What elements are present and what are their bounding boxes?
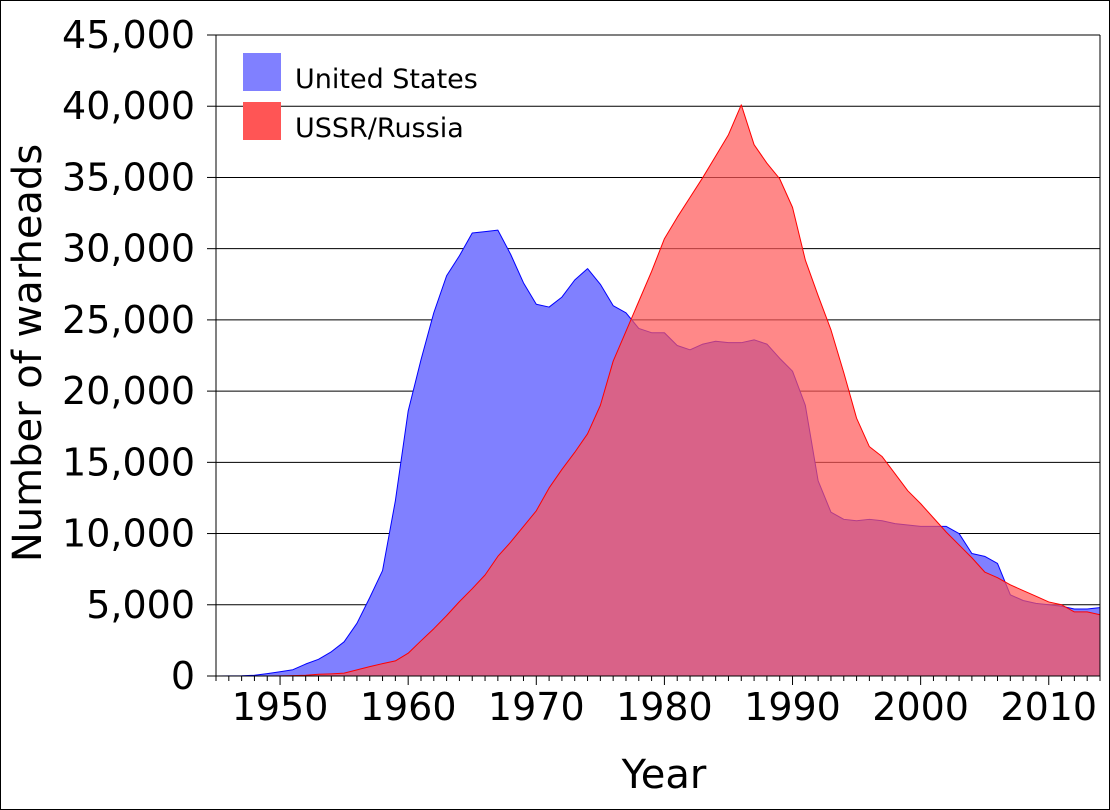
x-tick-label-2000: 2000	[872, 685, 969, 729]
axes	[215, 35, 1101, 677]
x-axis-title: Year	[621, 752, 707, 798]
x-tick-label-1990: 1990	[744, 685, 841, 729]
y-tick-label-45000: 45,000	[62, 13, 195, 57]
y-tick-label-35000: 35,000	[62, 155, 195, 199]
y-tick-label-10000: 10,000	[62, 512, 195, 556]
x-tick-label-2010: 2010	[1000, 685, 1097, 729]
tick-labels: 0 5,000 10,000 15,000 20,000 25,000 30,000 35,0…	[62, 13, 1097, 729]
legend-label-united-states: United States	[295, 64, 478, 95]
legend: United States USSR/Russia	[243, 53, 478, 144]
y-tick-label-5000: 5,000	[86, 583, 195, 627]
legend-swatch-ussr-russia	[243, 102, 281, 140]
y-tick-label-30000: 30,000	[62, 227, 195, 271]
y-axis-title: Number of warheads	[5, 144, 51, 562]
legend-label-ussr-russia: USSR/Russia	[295, 113, 464, 144]
x-tick-label-1950: 1950	[232, 685, 329, 729]
x-tick-label-1970: 1970	[488, 685, 585, 729]
legend-swatch-united-states	[243, 53, 281, 91]
y-tick-label-25000: 25,000	[62, 298, 195, 342]
x-tick-label-1960: 1960	[360, 685, 457, 729]
x-tick-label-1980: 1980	[616, 685, 713, 729]
tick-marks	[207, 34, 1101, 685]
y-tick-label-40000: 40,000	[62, 84, 195, 128]
y-tick-label-15000: 15,000	[62, 440, 195, 484]
area-ussr-russia	[215, 104, 1101, 677]
area-series	[215, 104, 1101, 677]
y-tick-label-0: 0	[171, 654, 195, 698]
y-tick-label-20000: 20,000	[62, 369, 195, 413]
